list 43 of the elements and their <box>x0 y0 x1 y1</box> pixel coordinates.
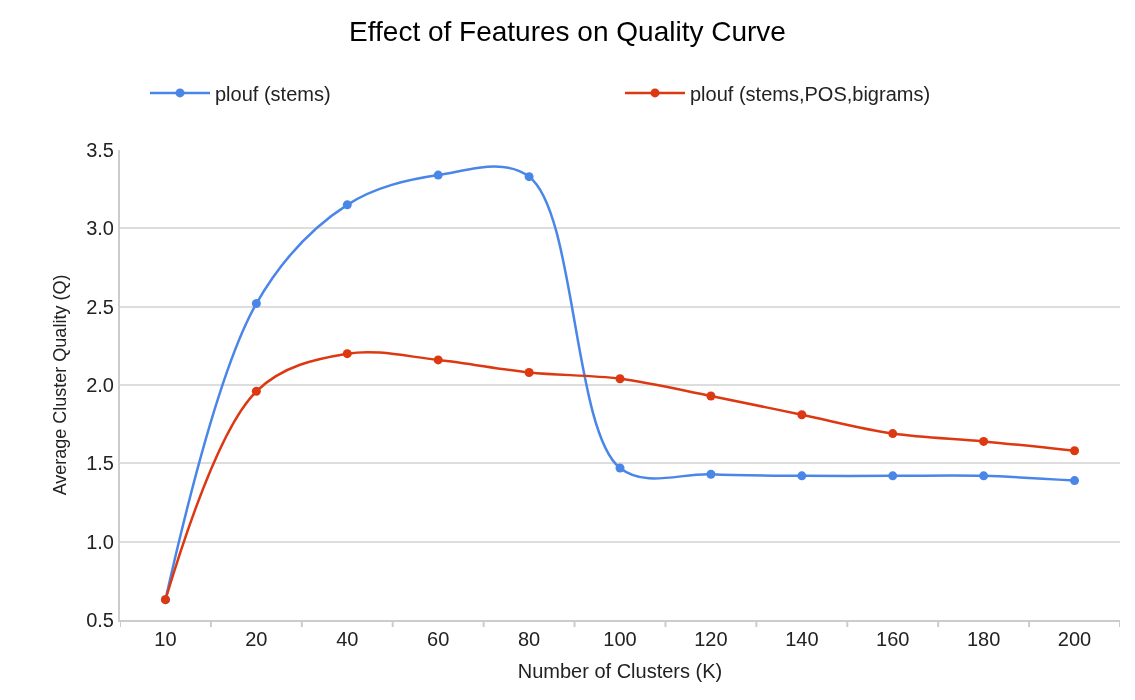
point <box>251 386 261 396</box>
legend-label: plouf (stems) <box>215 82 331 105</box>
x-tick-label: 80 <box>517 628 541 650</box>
point <box>251 299 261 309</box>
y-tick-label: 3.0 <box>86 217 114 240</box>
point <box>706 469 716 479</box>
x-tick-label: 140 <box>785 628 819 650</box>
y-tick-label: 2.0 <box>86 374 114 396</box>
y-tick-label: 1.5 <box>86 452 114 475</box>
y-axis-title: Average Cluster Quality (Q) <box>49 274 70 496</box>
x-tick-label: 200 <box>1057 628 1092 650</box>
point <box>888 429 898 439</box>
y-tick-label: 2.5 <box>86 295 114 318</box>
x-tick-label: 180 <box>966 628 1001 650</box>
x-tick-label: 60 <box>427 628 450 650</box>
point <box>797 471 807 481</box>
point <box>1070 476 1080 486</box>
x-tick-label: 120 <box>694 628 728 650</box>
x-axis-title: Number of Clusters (K) <box>517 660 723 682</box>
chart-title: Effect of Features on Quality Curve <box>349 15 786 47</box>
point <box>433 170 443 180</box>
point <box>797 410 807 420</box>
point <box>888 471 898 481</box>
point <box>615 374 625 384</box>
point <box>342 349 352 359</box>
point <box>979 471 989 481</box>
y-tick-label: 1.0 <box>86 530 114 553</box>
point <box>433 355 443 365</box>
x-tick-label: 20 <box>245 628 268 650</box>
x-tick-label: 160 <box>876 628 910 650</box>
x-tick-label: 100 <box>603 628 637 650</box>
point <box>615 463 625 473</box>
point <box>706 391 716 401</box>
x-tick-label: 10 <box>154 628 177 650</box>
point <box>1070 446 1080 456</box>
point <box>524 367 534 377</box>
legend-label: plouf (stems,POS,bigrams) <box>690 82 931 105</box>
point <box>524 172 534 182</box>
x-tick-label: 40 <box>336 628 359 650</box>
y-tick-label: 0.5 <box>86 609 114 631</box>
y-tick-label: 3.5 <box>86 139 114 161</box>
point <box>342 200 352 210</box>
point <box>979 436 989 446</box>
